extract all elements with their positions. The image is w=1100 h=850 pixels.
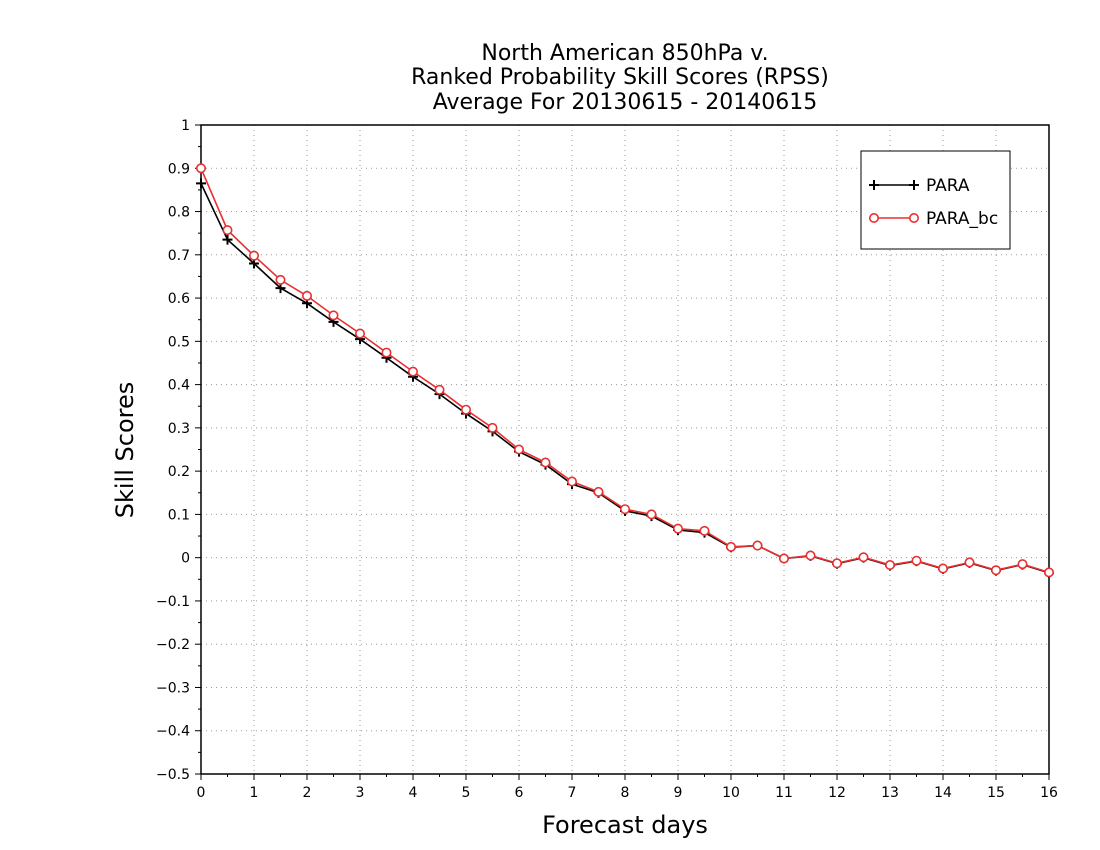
y-tick-label: 0.4 xyxy=(168,378,190,394)
data-point-para-bc xyxy=(1044,567,1055,578)
y-tick-label: 0.9 xyxy=(168,161,190,177)
y-tick-label: 0.3 xyxy=(168,421,190,437)
data-point-para-bc xyxy=(672,523,683,534)
y-tick-label: −0.1 xyxy=(156,594,190,610)
y-tick-label: 0.7 xyxy=(168,248,190,264)
axis-ticks: 0 1 2 3 4 5 6 7 8 9 10 11 12 13 14 15 16−0.5−0.4−0.3−0.2… xyxy=(156,118,1058,801)
y-tick-label: 1 xyxy=(181,118,190,134)
data-point-para-bc xyxy=(752,540,763,551)
x-tick-label: 16 xyxy=(1040,785,1058,801)
data-point-para-bc xyxy=(778,553,789,564)
data-point-para-bc xyxy=(725,541,736,552)
y-tick-label: 0.2 xyxy=(168,464,190,480)
chart-title-line-2: Ranked Probability Skill Scores (RPSS) xyxy=(411,65,829,90)
legend: PARA PARA_bc xyxy=(860,150,1011,250)
chart-title-line-3: Average For 20130615 - 20140615 xyxy=(433,90,818,115)
legend-label-para-bc: PARA_bc xyxy=(926,209,998,229)
data-point-para-bc xyxy=(487,422,498,433)
x-tick-label: 14 xyxy=(934,785,952,801)
data-point-para-bc xyxy=(460,404,471,415)
data-point-para-bc xyxy=(328,310,339,321)
data-point-para xyxy=(196,178,206,189)
y-axis-title: Skill Scores xyxy=(111,382,139,519)
x-tick-label: 15 xyxy=(987,785,1005,801)
data-point-para-bc xyxy=(646,509,657,520)
y-tick-label: 0 xyxy=(181,551,190,567)
data-point-para-bc xyxy=(407,366,418,377)
data-point-para-bc xyxy=(964,557,975,568)
y-tick-label: −0.2 xyxy=(156,637,190,653)
legend-marker-para-bc xyxy=(868,213,879,224)
x-tick-label: 4 xyxy=(409,785,418,801)
x-tick-label: 9 xyxy=(674,785,683,801)
data-point-para-bc xyxy=(275,274,286,285)
series-lines xyxy=(196,163,1055,578)
data-point-para-bc xyxy=(513,444,524,455)
data-point-para-bc xyxy=(196,163,207,174)
data-point-para-bc xyxy=(222,225,233,236)
legend-label-para: PARA xyxy=(926,176,970,196)
y-tick-label: −0.4 xyxy=(156,724,190,740)
data-point-para-bc xyxy=(1017,559,1028,570)
y-tick-label: 0.5 xyxy=(168,334,190,350)
data-point-para-bc xyxy=(381,347,392,358)
data-point-para-bc xyxy=(593,486,604,497)
data-point-para-bc xyxy=(805,550,816,561)
x-tick-label: 6 xyxy=(515,785,524,801)
x-tick-label: 2 xyxy=(303,785,312,801)
data-point-para-bc xyxy=(566,476,577,487)
x-axis-title: Forecast days xyxy=(542,811,708,839)
data-point-para-bc xyxy=(619,504,630,515)
x-tick-label: 7 xyxy=(568,785,577,801)
data-point-para-bc xyxy=(301,290,312,301)
legend-marker-para-bc xyxy=(908,213,919,224)
legend-marker-para xyxy=(869,180,879,190)
y-tick-label: −0.3 xyxy=(156,680,190,696)
grid-lines xyxy=(201,125,1049,774)
x-tick-label: 3 xyxy=(356,785,365,801)
y-tick-label: 0.1 xyxy=(168,507,190,523)
y-tick-label: −0.5 xyxy=(156,767,190,783)
x-tick-label: 11 xyxy=(775,785,793,801)
legend-box xyxy=(860,150,1011,250)
data-point-para-bc xyxy=(699,525,710,536)
data-point-para-bc xyxy=(858,552,869,563)
x-tick-label: 8 xyxy=(621,785,630,801)
y-tick-label: 0.6 xyxy=(168,291,190,307)
data-point-para-bc xyxy=(990,565,1001,576)
data-point-para-bc xyxy=(249,250,260,261)
x-tick-label: 1 xyxy=(250,785,259,801)
x-tick-label: 13 xyxy=(881,785,899,801)
x-tick-label: 12 xyxy=(828,785,846,801)
x-tick-label: 10 xyxy=(722,785,740,801)
data-point-para-bc xyxy=(884,560,895,571)
legend-marker-para xyxy=(909,180,919,190)
data-point-para-bc xyxy=(937,563,948,574)
x-tick-label: 0 xyxy=(197,785,206,801)
x-tick-label: 5 xyxy=(462,785,471,801)
data-point-para-bc xyxy=(434,384,445,395)
data-point-para xyxy=(222,234,233,245)
chart-title-line-1: North American 850hPa v. xyxy=(481,41,768,66)
data-point-para-bc xyxy=(540,457,551,468)
data-point-para-bc xyxy=(831,558,842,569)
data-point-para-bc xyxy=(354,328,365,339)
data-point-para-bc xyxy=(911,555,922,566)
y-tick-label: 0.8 xyxy=(168,205,190,221)
